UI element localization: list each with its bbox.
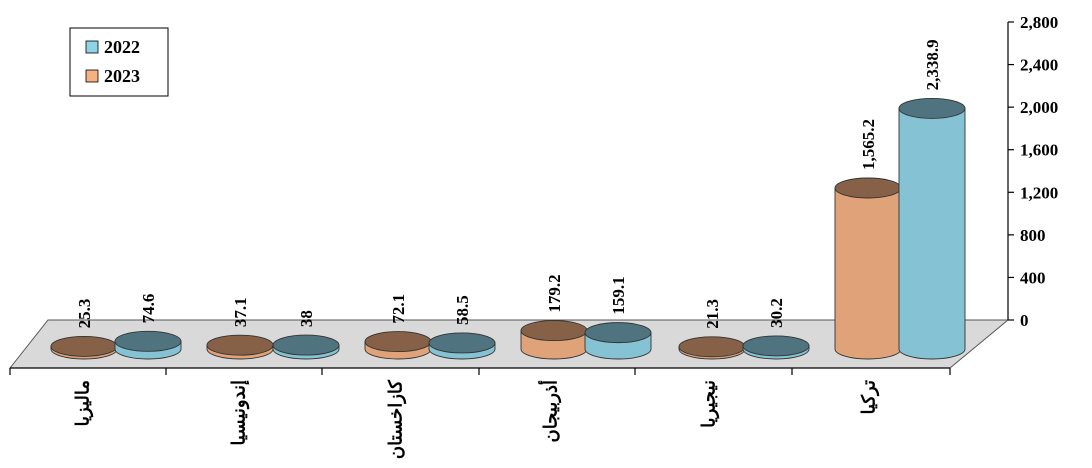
category-label: نيجيريا [698,380,719,428]
y-ticks: 0 400 800 1,200 1,600 2,000 2,400 2,800 [1008,13,1058,330]
value-label: 38 [297,310,316,327]
bar [678,336,746,360]
value-label: 30.2 [767,298,786,328]
value-label: 2,338.9 [923,39,942,90]
bar-body [898,107,966,360]
value-label: 74.6 [139,294,158,324]
category-label: أذربيجان [538,380,561,442]
bar [834,177,902,360]
value-label: 159.1 [609,276,628,314]
y-tick-label: 1,600 [1020,141,1058,160]
y-tick-label: 2,400 [1020,56,1058,75]
bar-top [114,330,182,352]
category-labels: ماليزيا إندونيسيا كازاخستان أذربيجان نيجيريا… [9,368,951,459]
category-label: ماليزيا [72,380,93,426]
y-tick-label: 0 [1020,311,1029,330]
bar-top [678,336,746,358]
bar [114,330,182,360]
bar-top [834,177,902,199]
value-label: 72.1 [389,294,408,324]
y-tick-label: 1,200 [1020,183,1058,202]
bar-top [364,331,432,353]
value-label: 1,565.2 [859,119,878,170]
value-label: 58.5 [453,295,472,325]
y-tick-label: 400 [1020,268,1046,287]
bar-top [206,334,274,356]
bars [50,97,966,360]
value-labels: 25.3 74.6 37.1 38 72.1 58.5 179.2 159.1 21.3 30.2… [75,39,942,328]
legend-box [69,27,169,97]
bar-top [898,97,966,119]
bar-top [50,335,118,357]
value-label: 179.2 [545,274,564,312]
category-label: إندونيسيا [228,380,249,446]
value-label: 37.1 [231,297,250,327]
legend-swatch-2023 [85,69,99,83]
bar-top [272,334,340,356]
bar [520,320,588,360]
bar-top [520,320,588,342]
y-tick-label: 2,000 [1020,98,1058,117]
bar [428,332,496,360]
bar [364,331,432,360]
bar-top [584,322,652,344]
bar [898,97,966,360]
bar [584,322,652,360]
y-tick-label: 800 [1020,226,1046,245]
legend-label-2022: 2022 [104,37,140,57]
y-tick-label: 2,800 [1020,13,1058,32]
bar [742,335,810,360]
category-label: تركيا [858,380,879,414]
value-label: 21.3 [703,299,722,329]
legend-label-2023: 2023 [104,66,140,86]
bar-body [834,187,902,360]
bar [50,335,118,360]
legend: 2022 2023 [69,27,169,97]
category-label: كازاخستان [385,380,406,459]
bar-top [428,332,496,354]
bar-top [742,335,810,357]
value-label: 25.3 [75,299,94,329]
y-axis [10,22,1009,369]
bar [272,334,340,360]
bar [206,334,274,360]
legend-swatch-2022 [85,40,99,54]
